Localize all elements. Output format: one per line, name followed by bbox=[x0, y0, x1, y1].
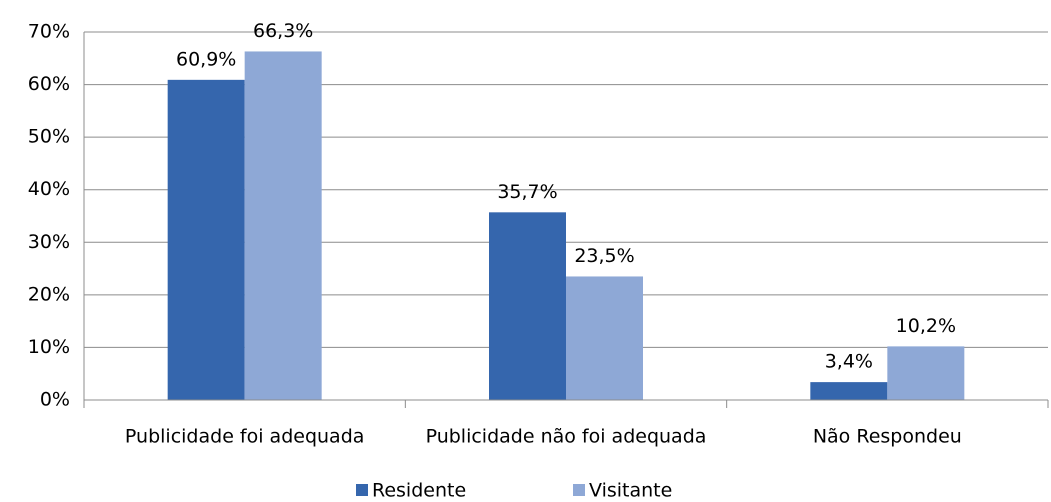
legend-label: Residente bbox=[372, 480, 466, 502]
legend-swatch bbox=[356, 484, 368, 496]
legend-swatch bbox=[573, 484, 585, 496]
x-tick-label: Não Respondeu bbox=[813, 426, 962, 448]
y-tick-label: 60% bbox=[28, 73, 70, 95]
y-tick-label: 30% bbox=[28, 231, 70, 253]
data-label: 3,4% bbox=[825, 351, 873, 373]
data-label: 60,9% bbox=[176, 48, 236, 70]
data-label: 23,5% bbox=[574, 245, 634, 267]
y-tick-label: 50% bbox=[28, 126, 70, 148]
bar bbox=[167, 79, 245, 400]
data-label: 10,2% bbox=[896, 315, 956, 337]
bar bbox=[489, 212, 566, 400]
x-tick-label: Publicidade não foi adequada bbox=[426, 426, 707, 448]
data-label: 35,7% bbox=[497, 181, 557, 203]
y-tick-label: 10% bbox=[28, 336, 70, 358]
y-tick-label: 20% bbox=[28, 283, 70, 305]
data-label: 66,3% bbox=[253, 20, 313, 42]
bar bbox=[244, 51, 322, 401]
y-tick-label: 0% bbox=[40, 389, 70, 411]
bar bbox=[810, 382, 888, 400]
y-tick-label: 40% bbox=[28, 178, 70, 200]
y-tick-label: 70% bbox=[28, 21, 70, 43]
bar bbox=[887, 346, 965, 400]
bar bbox=[566, 276, 643, 400]
x-tick-label: Publicidade foi adequada bbox=[125, 426, 364, 448]
legend-label: Visitante bbox=[589, 480, 672, 502]
